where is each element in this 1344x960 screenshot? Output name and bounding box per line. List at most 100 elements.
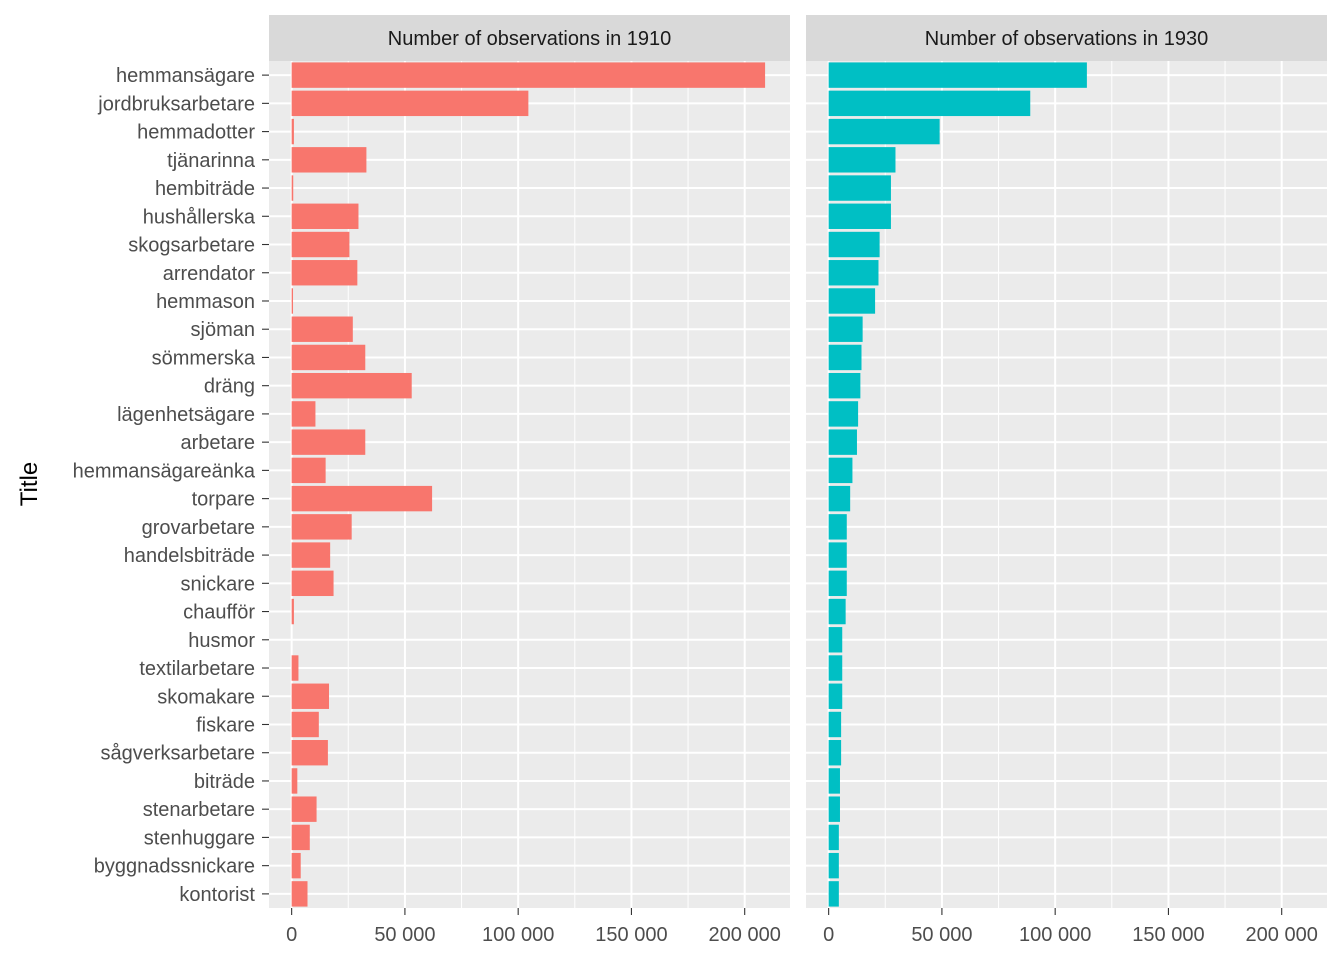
bar: [828, 598, 846, 625]
bar: [828, 203, 891, 229]
bar: [291, 881, 308, 907]
bar: [828, 881, 839, 907]
facet-panels: Number of observations in 1910 0 50 000 100…: [269, 15, 1327, 946]
y-tick-label: grovarbetare: [142, 517, 255, 539]
facet-panel: Number of observations in 1910 0 50 000 100…: [269, 15, 790, 946]
bar: [291, 457, 326, 484]
bar: [291, 288, 294, 314]
bar: [291, 175, 294, 201]
y-tick-label: husmor: [188, 630, 255, 652]
y-tick-label: fiskare: [196, 714, 255, 736]
y-tick-label: textilarbetare: [139, 658, 255, 680]
bar: [291, 401, 316, 427]
y-tick-label: handelsbiträde: [124, 545, 255, 567]
bar: [828, 147, 896, 173]
bar: [828, 711, 842, 738]
bar: [291, 231, 350, 258]
x-tick-label: 0: [823, 924, 834, 946]
y-tick-label: tjänarinna: [167, 150, 256, 172]
y-tick-label: stenhuggare: [144, 827, 255, 849]
bar: [828, 655, 843, 681]
bar: [828, 485, 851, 512]
bar: [291, 372, 412, 399]
bar: [828, 231, 880, 258]
bar: [828, 514, 847, 540]
bar: [828, 740, 842, 766]
bar: [828, 570, 847, 597]
facet-strip-title: Number of observations in 1910: [388, 28, 672, 50]
bar: [291, 62, 766, 88]
bar: [291, 514, 352, 540]
y-tick-label: hemmason: [156, 291, 255, 313]
bar: [828, 401, 859, 427]
x-tick-label: 50 000: [911, 924, 972, 946]
bar: [291, 740, 328, 766]
y-tick-label: jordbruksarbetare: [97, 93, 255, 115]
y-tick-label: snickare: [181, 573, 255, 595]
bar: [828, 542, 847, 568]
y-tick-label: hembiträde: [155, 178, 255, 200]
x-tick-label: 150 000: [595, 924, 667, 946]
y-tick-label: biträde: [194, 771, 255, 793]
bar: [828, 372, 861, 399]
facet-panel: Number of observations in 1930 0 50 000 100…: [806, 15, 1327, 946]
bar: [291, 598, 294, 625]
y-tick-label: hemmansägare: [116, 65, 255, 87]
bar: [291, 683, 330, 709]
facet-strip: [269, 15, 790, 61]
bar: [291, 147, 367, 173]
bar: [291, 316, 353, 342]
y-tick-label: arbetare: [181, 432, 256, 454]
x-tick-label: 100 000: [482, 924, 554, 946]
y-tick-label: stenarbetare: [143, 799, 255, 821]
bar: [828, 768, 840, 794]
bar: [291, 118, 294, 145]
bar: [291, 429, 366, 455]
bar: [828, 429, 857, 455]
bar: [828, 316, 863, 342]
bar: [291, 90, 529, 117]
bar: [291, 768, 298, 794]
y-tick-label: hemmansägareänka: [73, 460, 256, 482]
y-tick-label: dräng: [204, 376, 255, 398]
y-tick-label: sjöman: [191, 319, 255, 341]
bar: [828, 344, 862, 371]
y-tick-label: hemmadotter: [137, 122, 255, 144]
x-tick-label: 200 000: [1246, 924, 1318, 946]
bar: [828, 824, 839, 851]
y-tick-label: skomakare: [157, 686, 255, 708]
panel-background: [269, 61, 790, 908]
bar: [828, 627, 843, 653]
bar: [291, 344, 366, 371]
bar: [828, 457, 853, 484]
bar: [828, 118, 940, 145]
y-tick-labels: hemmansägare jordbruksarbetare hemmadotter…: [73, 65, 269, 906]
x-tick-label: 50 000: [374, 924, 435, 946]
bar: [291, 824, 310, 851]
bar: [291, 203, 359, 229]
bar: [828, 796, 840, 822]
y-tick-label: torpare: [192, 489, 255, 511]
x-tick-label: 150 000: [1132, 924, 1204, 946]
bar: [828, 852, 839, 879]
x-tick-label: 0: [286, 924, 297, 946]
y-tick-label: lägenhetsägare: [117, 404, 255, 426]
bar: [828, 260, 879, 286]
bar: [291, 796, 317, 822]
y-tick-label: sågverksarbetare: [100, 743, 255, 765]
facet-strip-title: Number of observations in 1930: [925, 28, 1209, 50]
bar: [291, 485, 433, 512]
bar: [291, 711, 319, 738]
bar: [291, 852, 301, 879]
y-tick-label: hushållerska: [143, 206, 256, 228]
x-tick-label: 100 000: [1019, 924, 1091, 946]
y-axis-title: Title: [16, 462, 43, 506]
y-tick-label: kontorist: [179, 884, 255, 906]
bar: [291, 542, 331, 568]
bar: [291, 260, 358, 286]
bar: [828, 90, 1031, 117]
facet-strip: [806, 15, 1327, 61]
y-tick-label: skogsarbetare: [128, 235, 255, 257]
y-tick-label: arrendator: [163, 263, 256, 285]
